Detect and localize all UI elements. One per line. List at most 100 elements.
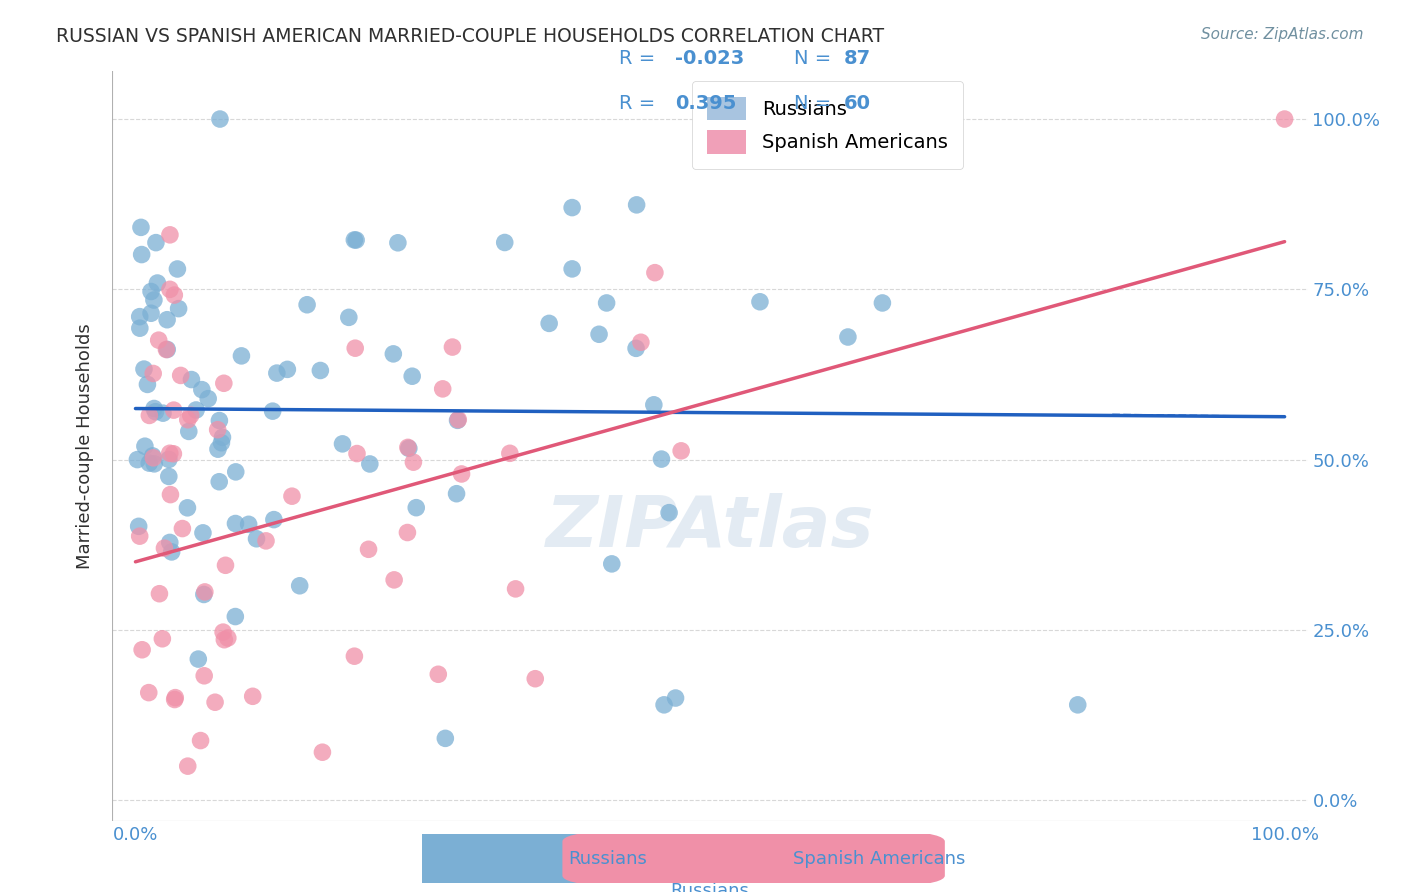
Point bbox=[337, 310, 360, 325]
Point bbox=[346, 446, 368, 460]
Point bbox=[211, 435, 233, 450]
Text: N =: N = bbox=[794, 94, 838, 112]
Point bbox=[231, 349, 253, 363]
Point bbox=[139, 306, 162, 320]
Point bbox=[224, 516, 246, 531]
Point bbox=[266, 366, 288, 380]
Point bbox=[207, 423, 229, 437]
Point bbox=[295, 298, 318, 312]
Point bbox=[177, 413, 200, 427]
Point bbox=[446, 413, 468, 427]
Point bbox=[427, 667, 450, 681]
Point bbox=[129, 220, 152, 235]
Point bbox=[128, 310, 150, 324]
Point bbox=[524, 672, 547, 686]
Point bbox=[142, 367, 165, 381]
Point bbox=[692, 112, 714, 126]
Point bbox=[212, 625, 235, 640]
Point bbox=[128, 321, 150, 335]
Point bbox=[163, 288, 186, 302]
Legend: Russians, Spanish Americans: Russians, Spanish Americans bbox=[692, 81, 963, 169]
Text: 87: 87 bbox=[844, 49, 870, 68]
Point bbox=[263, 513, 285, 527]
Point bbox=[187, 652, 209, 666]
Point bbox=[281, 489, 304, 503]
Point bbox=[148, 587, 170, 601]
Point bbox=[344, 233, 367, 247]
Point bbox=[401, 369, 423, 384]
Point bbox=[146, 276, 169, 290]
Point bbox=[142, 450, 165, 465]
Point bbox=[193, 587, 215, 601]
Point bbox=[357, 542, 380, 557]
Point bbox=[156, 343, 179, 357]
Point bbox=[208, 475, 231, 489]
Point bbox=[211, 430, 233, 444]
Point bbox=[588, 327, 610, 342]
Point bbox=[152, 406, 174, 420]
Point bbox=[194, 585, 217, 599]
Point bbox=[153, 541, 176, 556]
Point bbox=[131, 642, 153, 657]
Point bbox=[155, 343, 177, 357]
Point bbox=[405, 500, 427, 515]
Point bbox=[262, 404, 284, 418]
Point bbox=[177, 425, 200, 439]
Point bbox=[143, 401, 166, 416]
Point bbox=[134, 439, 156, 453]
Point bbox=[208, 413, 231, 427]
Point bbox=[156, 312, 179, 326]
FancyBboxPatch shape bbox=[337, 827, 720, 890]
Point bbox=[172, 522, 194, 536]
Point bbox=[138, 456, 160, 470]
Point bbox=[643, 398, 665, 412]
Point bbox=[159, 446, 181, 460]
Text: Spanish Americans: Spanish Americans bbox=[793, 849, 966, 868]
Point bbox=[132, 362, 155, 376]
Point bbox=[138, 685, 160, 699]
Point bbox=[176, 500, 198, 515]
Point bbox=[872, 296, 894, 310]
Point bbox=[165, 690, 187, 705]
Point bbox=[242, 690, 264, 704]
Point bbox=[212, 376, 235, 391]
Point bbox=[343, 233, 366, 247]
Point bbox=[128, 519, 150, 533]
Point bbox=[138, 409, 160, 423]
Point bbox=[177, 759, 200, 773]
Point bbox=[238, 517, 260, 532]
Point bbox=[167, 301, 190, 316]
Point bbox=[180, 373, 202, 387]
Point bbox=[214, 558, 236, 573]
Point bbox=[600, 557, 623, 571]
Point bbox=[159, 535, 181, 549]
Point bbox=[197, 392, 219, 406]
Point bbox=[624, 342, 647, 356]
Point bbox=[148, 333, 170, 347]
Y-axis label: Married-couple Households: Married-couple Households bbox=[76, 323, 94, 569]
Point bbox=[157, 469, 180, 483]
Point bbox=[630, 335, 652, 350]
Point bbox=[644, 266, 666, 280]
Point bbox=[143, 457, 166, 471]
Text: R =: R = bbox=[619, 94, 668, 112]
Point bbox=[163, 692, 186, 706]
Text: R =: R = bbox=[619, 49, 661, 68]
Point bbox=[204, 695, 226, 709]
Text: RUSSIAN VS SPANISH AMERICAN MARRIED-COUPLE HOUSEHOLDS CORRELATION CHART: RUSSIAN VS SPANISH AMERICAN MARRIED-COUP… bbox=[56, 27, 884, 45]
Point bbox=[190, 733, 212, 747]
Point bbox=[142, 293, 165, 307]
Point bbox=[162, 447, 184, 461]
Text: Russians: Russians bbox=[671, 882, 749, 892]
Point bbox=[224, 609, 246, 624]
Point bbox=[163, 403, 186, 417]
Point bbox=[396, 441, 419, 455]
Point bbox=[254, 533, 277, 548]
Point bbox=[650, 452, 672, 467]
Point bbox=[505, 582, 527, 596]
Point bbox=[276, 362, 298, 376]
Point bbox=[450, 467, 472, 481]
Point bbox=[664, 691, 686, 706]
Text: 0.395: 0.395 bbox=[675, 94, 737, 112]
Point bbox=[311, 745, 333, 759]
